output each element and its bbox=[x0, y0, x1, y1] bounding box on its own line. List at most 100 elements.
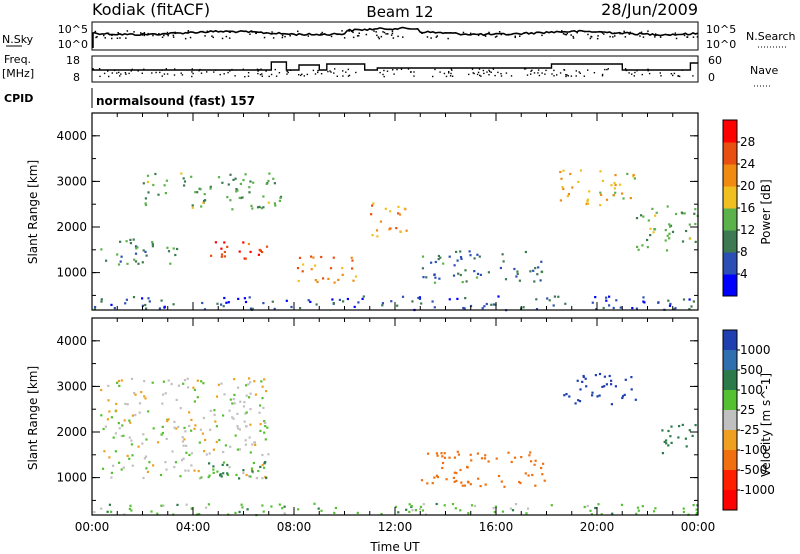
nsearch-point bbox=[628, 33, 631, 35]
echo-cell bbox=[329, 267, 333, 270]
echo-cell bbox=[261, 463, 264, 467]
echo-cell bbox=[222, 461, 226, 464]
echo-cell bbox=[452, 274, 456, 277]
echo-cell bbox=[170, 383, 173, 386]
echo-cell bbox=[602, 306, 605, 310]
nave-point bbox=[439, 71, 441, 73]
echo-cell bbox=[120, 379, 123, 382]
nave-point bbox=[200, 72, 203, 74]
echo-cell bbox=[485, 302, 488, 306]
velocity-heatmap bbox=[93, 372, 699, 517]
echo-cell bbox=[243, 420, 246, 423]
echo-cell bbox=[455, 250, 458, 253]
echo-cell bbox=[653, 510, 656, 513]
echo-cell bbox=[384, 207, 387, 210]
echo-cell bbox=[130, 509, 133, 512]
echo-cell bbox=[257, 469, 260, 473]
nsearch-point bbox=[263, 36, 266, 39]
echo-cell bbox=[144, 202, 147, 205]
echo-cell bbox=[375, 229, 379, 232]
echo-cell bbox=[405, 229, 408, 232]
echo-cell bbox=[166, 418, 169, 421]
echo-cell bbox=[497, 474, 501, 478]
nave-point bbox=[530, 70, 532, 72]
echo-cell bbox=[542, 462, 545, 465]
echo-cell bbox=[333, 511, 336, 514]
echo-cell bbox=[158, 307, 161, 310]
echo-cell bbox=[518, 480, 521, 484]
echo-cell bbox=[693, 212, 696, 215]
echo-cell bbox=[188, 411, 191, 414]
y-tick-label: 4000 bbox=[56, 129, 87, 143]
echo-cell bbox=[543, 479, 546, 482]
nave-point bbox=[314, 73, 317, 75]
echo-cell bbox=[236, 448, 239, 451]
y-tick-label: 3000 bbox=[56, 174, 87, 188]
echo-cell bbox=[242, 469, 245, 472]
echo-cell bbox=[632, 175, 635, 178]
echo-cell bbox=[114, 450, 117, 453]
echo-cell bbox=[172, 247, 175, 250]
nave-point bbox=[128, 72, 130, 75]
echo-cell bbox=[448, 298, 451, 301]
echo-cell bbox=[548, 299, 551, 302]
nsearch-point bbox=[565, 34, 567, 36]
nave-point bbox=[670, 73, 673, 75]
nave-point bbox=[553, 69, 555, 72]
nave-point bbox=[678, 75, 681, 78]
echo-cell bbox=[182, 382, 185, 385]
echo-cell bbox=[664, 229, 667, 232]
nave-point bbox=[494, 74, 496, 77]
echo-cell bbox=[112, 464, 115, 467]
nave-point bbox=[125, 73, 127, 75]
echo-cell bbox=[247, 242, 250, 246]
echo-cell bbox=[124, 302, 127, 305]
nsearch-point bbox=[358, 32, 360, 34]
echo-cell bbox=[461, 484, 464, 487]
nave-point bbox=[137, 70, 139, 72]
echo-cell bbox=[408, 510, 411, 513]
echo-cell bbox=[199, 428, 202, 431]
echo-cell bbox=[238, 250, 241, 253]
echo-cell bbox=[470, 504, 474, 507]
nave-point bbox=[159, 71, 161, 74]
echo-cell bbox=[398, 213, 402, 216]
nave-point bbox=[131, 68, 133, 71]
echo-cell bbox=[612, 194, 615, 197]
nsearch-point bbox=[116, 37, 119, 39]
echo-cell bbox=[203, 308, 207, 311]
echo-cell bbox=[148, 461, 151, 464]
colorbar-frame bbox=[722, 329, 738, 511]
echo-cell bbox=[159, 473, 163, 477]
echo-cell bbox=[399, 230, 402, 233]
echo-cell bbox=[667, 444, 670, 447]
nsearch-point bbox=[281, 36, 284, 39]
nave-point bbox=[480, 75, 482, 77]
echo-cell bbox=[540, 466, 543, 470]
echo-cell bbox=[436, 475, 439, 479]
echo-cell bbox=[202, 416, 205, 420]
nsearch-point bbox=[391, 32, 394, 35]
nave-point bbox=[636, 70, 638, 72]
echo-cell bbox=[535, 298, 538, 301]
echo-cell bbox=[285, 299, 288, 302]
echo-cell bbox=[258, 205, 261, 208]
echo-cell bbox=[351, 259, 354, 262]
echo-cell bbox=[559, 170, 562, 174]
nsearch-point bbox=[229, 31, 231, 33]
echo-cell bbox=[196, 396, 199, 399]
echo-cell bbox=[487, 271, 490, 274]
echo-cell bbox=[148, 300, 151, 303]
nave-point bbox=[606, 68, 608, 71]
nsearch-point bbox=[570, 34, 572, 36]
echo-cell bbox=[610, 379, 613, 382]
echo-cell bbox=[513, 267, 516, 271]
echo-cell bbox=[682, 510, 685, 514]
nsearch-point bbox=[125, 37, 127, 39]
echo-cell bbox=[273, 202, 276, 205]
nsearch-point bbox=[341, 30, 343, 32]
echo-cell bbox=[433, 273, 436, 276]
echo-cell bbox=[138, 402, 142, 405]
echo-cell bbox=[146, 174, 150, 177]
nave-point bbox=[659, 72, 661, 74]
